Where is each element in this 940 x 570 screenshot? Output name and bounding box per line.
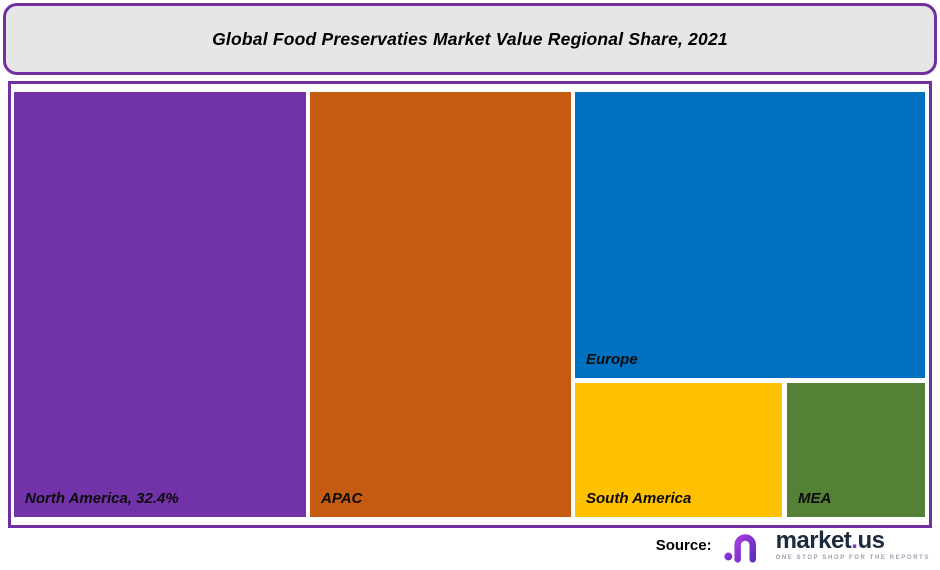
tile-label-mea: MEA [798, 490, 832, 507]
treemap-tile-europe: Europe [575, 92, 925, 378]
tile-label-apac: APAC [321, 490, 363, 507]
tile-label-south-america: South America [586, 490, 692, 507]
source-attribution: Source: market.us ONE STOP SHOP FOR THE … [656, 526, 930, 564]
treemap-tile-mea: MEA [787, 383, 925, 517]
marketus-logo-name: market.us [776, 529, 930, 553]
logo-name-dot: . [851, 527, 858, 554]
tile-label-north-america: North America, 32.4% [25, 490, 179, 507]
marketus-logo-text: market.us ONE STOP SHOP FOR THE REPORTS [775, 529, 930, 562]
logo-name-market: market [775, 527, 852, 554]
marketus-logo-icon [723, 531, 770, 563]
treemap-tile-north-america: North America, 32.4% [14, 92, 306, 517]
treemap-tile-apac: APAC [310, 92, 571, 517]
logo-name-us: us [857, 527, 885, 554]
marketus-logo-tagline: ONE STOP SHOP FOR THE REPORTS [775, 555, 930, 561]
chart-title: Global Food Preservaties Market Value Re… [212, 28, 728, 49]
source-label: Source: [655, 536, 712, 554]
chart-title-box: Global Food Preservaties Market Value Re… [3, 3, 937, 75]
tile-label-europe: Europe [586, 351, 638, 368]
marketus-logo: market.us ONE STOP SHOP FOR THE REPORTS [723, 527, 930, 563]
treemap-tile-south-america: South America [575, 383, 782, 517]
